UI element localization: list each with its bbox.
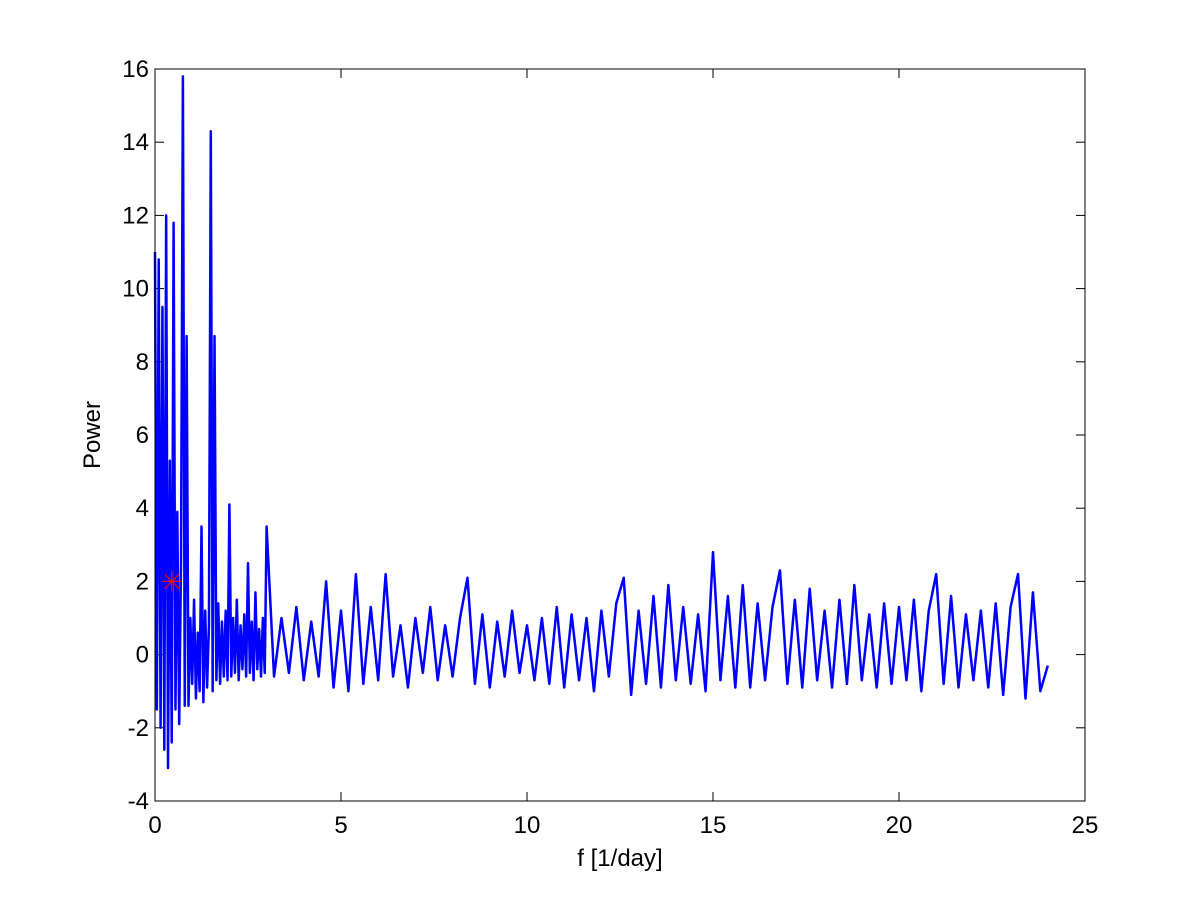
x-axis-label: f [1/day] — [577, 845, 662, 872]
x-tick-label: 5 — [334, 812, 347, 839]
y-tick-label: 6 — [136, 422, 149, 449]
x-tick-label: 20 — [886, 812, 913, 839]
y-tick-label: 8 — [136, 349, 149, 376]
plot-frame — [154, 68, 1086, 802]
y-axis-label: Power — [79, 401, 106, 469]
y-tick-label: 16 — [122, 56, 149, 83]
y-tick-label: -4 — [128, 788, 149, 815]
x-tick-label: 10 — [514, 812, 541, 839]
y-tick-label: -2 — [128, 715, 149, 742]
y-tick-label: 10 — [122, 276, 149, 303]
y-tick-label: 2 — [136, 568, 149, 595]
x-tick-label: 0 — [148, 812, 161, 839]
marker — [161, 571, 182, 592]
x-tick-label: 15 — [700, 812, 727, 839]
plot-area — [155, 69, 1085, 801]
data-line — [153, 75, 1050, 770]
y-tick-label: 14 — [122, 129, 149, 156]
y-tick-label: 12 — [122, 202, 149, 229]
x-tick-label: 25 — [1072, 812, 1099, 839]
marker-stroke — [164, 573, 180, 589]
y-tick-label: 0 — [136, 642, 149, 669]
y-tick-label: 4 — [136, 495, 149, 522]
